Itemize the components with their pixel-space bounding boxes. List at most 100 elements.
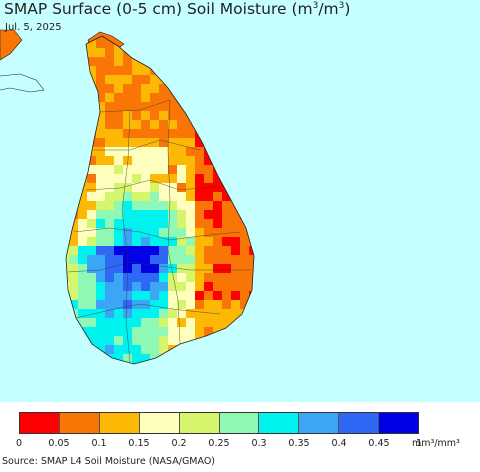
moisture-cell xyxy=(105,282,114,291)
moisture-cell xyxy=(186,228,195,237)
moisture-cell xyxy=(132,93,141,102)
moisture-cell xyxy=(204,192,213,201)
moisture-cell xyxy=(123,75,132,84)
moisture-cell xyxy=(204,327,213,336)
moisture-cell xyxy=(150,273,159,282)
moisture-cell xyxy=(150,246,159,255)
moisture-cell xyxy=(159,129,168,138)
legend-colorbar xyxy=(19,412,419,434)
moisture-cell xyxy=(114,156,123,165)
legend-swatch-3 xyxy=(139,413,180,433)
moisture-cell xyxy=(150,120,159,129)
moisture-cell xyxy=(78,228,87,237)
moisture-cell xyxy=(96,57,105,66)
moisture-cell xyxy=(78,282,87,291)
moisture-cell xyxy=(204,210,213,219)
moisture-cell xyxy=(114,210,123,219)
moisture-cell xyxy=(87,264,96,273)
legend-swatch-8 xyxy=(339,413,380,433)
moisture-cell xyxy=(123,174,132,183)
moisture-cell xyxy=(114,102,123,111)
moisture-cell xyxy=(195,255,204,264)
moisture-cell xyxy=(177,120,186,129)
moisture-cell xyxy=(78,318,87,327)
moisture-cell xyxy=(204,201,213,210)
moisture-cell xyxy=(105,327,114,336)
moisture-cell xyxy=(213,273,222,282)
moisture-cell xyxy=(213,291,222,300)
moisture-cell xyxy=(123,129,132,138)
moisture-cell xyxy=(96,102,105,111)
moisture-cell xyxy=(159,192,168,201)
moisture-cell xyxy=(159,183,168,192)
moisture-cell xyxy=(96,36,105,39)
moisture-cell xyxy=(240,228,249,237)
moisture-cell xyxy=(105,237,114,246)
moisture-cell xyxy=(204,156,213,165)
moisture-cell xyxy=(114,48,123,57)
moisture-cell xyxy=(177,291,186,300)
moisture-cell xyxy=(105,345,114,354)
moisture-cell xyxy=(186,147,195,156)
moisture-cell xyxy=(114,219,123,228)
moisture-cell xyxy=(105,48,114,57)
moisture-cell xyxy=(195,219,204,228)
moisture-cell xyxy=(123,192,132,201)
moisture-cell xyxy=(150,300,159,309)
moisture-cell xyxy=(87,174,96,183)
moisture-cell xyxy=(132,165,141,174)
moisture-cell xyxy=(159,255,168,264)
moisture-cell xyxy=(240,237,249,246)
moisture-cell xyxy=(105,309,114,318)
moisture-cell xyxy=(96,75,105,84)
moisture-cell xyxy=(177,174,186,183)
moisture-cell xyxy=(141,129,150,138)
moisture-cell xyxy=(87,156,96,165)
moisture-cell xyxy=(141,237,150,246)
moisture-cell xyxy=(186,264,195,273)
moisture-cell xyxy=(195,138,204,147)
moisture-cell xyxy=(168,192,177,201)
moisture-cell xyxy=(213,318,222,327)
moisture-cell xyxy=(123,156,132,165)
moisture-cell xyxy=(177,210,186,219)
india-landmass xyxy=(0,29,23,61)
moisture-cell xyxy=(177,318,186,327)
moisture-cell xyxy=(87,48,96,57)
moisture-cell xyxy=(87,327,96,336)
moisture-cell xyxy=(123,165,132,174)
moisture-cell xyxy=(132,210,141,219)
moisture-cell xyxy=(132,201,141,210)
moisture-cell xyxy=(231,246,240,255)
moisture-cell xyxy=(159,174,168,183)
moisture-cell xyxy=(69,291,78,300)
moisture-cell xyxy=(78,300,87,309)
moisture-cell xyxy=(78,210,87,219)
moisture-cell xyxy=(96,48,105,57)
moisture-cell xyxy=(114,111,123,120)
moisture-cell xyxy=(123,228,132,237)
moisture-cell xyxy=(204,264,213,273)
moisture-cell xyxy=(168,93,177,102)
moisture-cell xyxy=(105,174,114,183)
soil-moisture-map xyxy=(0,0,480,402)
moisture-cell xyxy=(177,201,186,210)
moisture-cell xyxy=(96,192,105,201)
moisture-cell xyxy=(168,291,177,300)
moisture-cell xyxy=(114,84,123,93)
moisture-cell xyxy=(195,309,204,318)
moisture-cell xyxy=(132,282,141,291)
moisture-cell xyxy=(141,255,150,264)
moisture-cell xyxy=(105,210,114,219)
legend-tick-label: 0.35 xyxy=(288,438,310,449)
moisture-cell xyxy=(150,336,159,345)
moisture-cell xyxy=(222,282,231,291)
moisture-cell xyxy=(168,318,177,327)
map-date: Jul. 5, 2025 xyxy=(5,22,62,33)
moisture-cell xyxy=(186,192,195,201)
moisture-cell xyxy=(87,39,96,48)
moisture-cell xyxy=(114,183,123,192)
moisture-cell xyxy=(222,255,231,264)
moisture-cell xyxy=(141,102,150,111)
moisture-cell xyxy=(240,246,249,255)
